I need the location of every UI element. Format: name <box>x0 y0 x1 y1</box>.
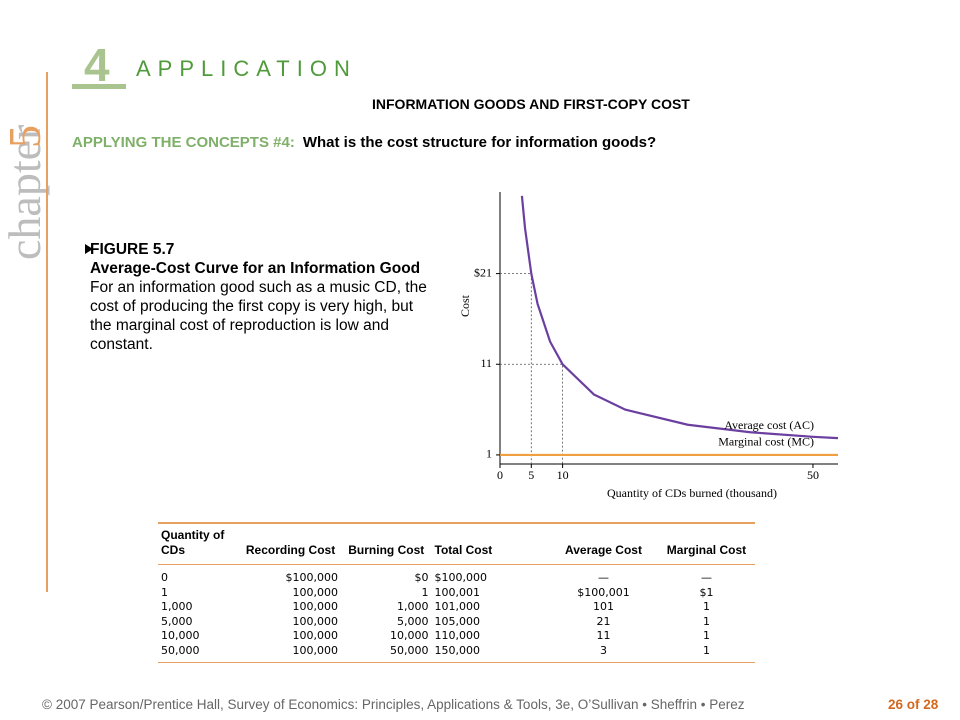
table-cell: 0 <box>161 571 168 584</box>
table-row: 1 100,000 1 100,001 $100,001 $1 <box>158 586 755 601</box>
y-axis-label: Cost <box>458 294 472 317</box>
divider <box>46 72 48 592</box>
table-cell: 1 <box>421 585 429 599</box>
table-row: 1,000 100,000 1,000 101,000 101 1 <box>158 600 755 615</box>
application-label: APPLICATION <box>136 56 357 81</box>
table-header: Quantity of CDs Recording Cost Burning Cos… <box>158 522 755 565</box>
table-row: 5,000 100,000 5,000 105,000 21 1 <box>158 615 755 630</box>
table-cell: 50,000 <box>341 643 432 663</box>
number-underline <box>72 84 126 89</box>
column-header: Quantity of CDs <box>158 522 241 565</box>
chapter-label: chapter <box>0 125 50 260</box>
series-line <box>520 195 839 440</box>
table-cell: 110,000 <box>434 629 481 642</box>
concept: APPLYING THE CONCEPTS #4: What is the cos… <box>72 134 656 151</box>
table-cell: 1,000 <box>397 600 429 613</box>
table-cell: $100,000 <box>285 571 339 584</box>
concept-question: What is the cost structure for informati… <box>302 134 657 151</box>
table-cell: 1 <box>702 600 710 613</box>
table-cell: 100,000 <box>292 614 339 628</box>
table-cell: 100,000 <box>292 585 339 599</box>
table-cell: 11 <box>596 629 611 642</box>
table-cell: 21 <box>596 614 611 628</box>
cost-table: Quantity of CDs Recording Cost Burning Cos… <box>158 522 755 663</box>
table-cell: 3 <box>549 643 658 663</box>
table-cell: 1 <box>161 585 168 599</box>
table-cell: $0 <box>414 571 429 584</box>
table-cell: 100,000 <box>292 629 339 642</box>
x-tick-label: 5 <box>528 468 534 482</box>
column-header: Marginal Cost <box>657 522 755 565</box>
table-cell: 5,000 <box>397 614 429 628</box>
series-label: Average cost (AC) <box>724 418 814 432</box>
guide-line <box>500 273 532 464</box>
table-cell: $1 <box>699 585 714 599</box>
table-cell: 101,000 <box>434 600 481 613</box>
x-tick-label: 50 <box>807 468 819 482</box>
table-cell: 150,000 <box>431 643 550 663</box>
table-row: 0 $100,000 $0 $100,000 — — <box>158 565 755 586</box>
column-header: Recording Cost <box>240 522 341 565</box>
table-cell: 101 <box>592 600 614 613</box>
slide-title: INFORMATION GOODS AND FIRST-COPY COST <box>372 96 690 112</box>
arrow-icon <box>85 244 93 254</box>
figure-caption: FIGURE 5.7 Average-Cost Curve for an Inf… <box>85 240 435 354</box>
table-cell: — <box>700 571 712 584</box>
column-header: Average Cost <box>549 522 658 565</box>
table-row: 50,000 100,000 50,000 150,000 3 1 <box>158 643 755 663</box>
y-tick-label: 1 <box>486 447 492 461</box>
table-cell: 10,000 <box>161 629 200 642</box>
page-number: 26 of 28 <box>888 697 939 712</box>
table-cell: 1 <box>702 614 710 628</box>
figure-title: Average-Cost Curve for an Information Go… <box>90 260 421 277</box>
table-cell: 1 <box>702 629 710 642</box>
chapter-mark: chapter 5 <box>0 125 50 260</box>
chapter-number: 5 <box>0 125 50 148</box>
x-axis-label: Quantity of CDs burned (thousand) <box>607 486 777 500</box>
table-cell: 5,000 <box>161 614 193 628</box>
column-header: Total Cost <box>431 522 550 565</box>
series-label: Marginal cost (MC) <box>718 435 814 449</box>
table-cell: 100,001 <box>434 585 481 599</box>
table-cell: 1,000 <box>161 600 193 613</box>
footer: © 2007 Pearson/Prentice Hall, Survey of … <box>42 697 745 712</box>
table-cell: 105,000 <box>434 614 481 628</box>
x-tick-label: 0 <box>497 468 503 482</box>
y-tick-label: $21 <box>474 265 492 279</box>
figure-text: For an information good such as a music … <box>90 279 427 353</box>
table-cell: $100,001 <box>577 585 630 599</box>
table-row: 10,000 100,000 10,000 110,000 11 1 <box>158 629 755 644</box>
table-cell: 50,000 <box>158 643 241 663</box>
concept-lead: APPLYING THE CONCEPTS #4: <box>72 134 295 151</box>
y-tick-label: 11 <box>480 356 492 370</box>
table-cell: 100,000 <box>240 643 341 663</box>
table-cell: 1 <box>657 643 755 663</box>
table-cell: $100,000 <box>434 571 488 584</box>
table-cell: — <box>597 571 609 584</box>
chart: Cost Quantity of CDs burned (thousand) 1… <box>458 192 839 500</box>
x-tick-label: 10 <box>557 468 569 482</box>
guide-line <box>500 363 563 464</box>
application-number: 4 <box>84 39 110 91</box>
column-header: Burning Cost <box>341 522 432 565</box>
table-cell: 10,000 <box>390 629 429 642</box>
table-cell: 100,000 <box>292 600 339 613</box>
figure-label: FIGURE 5.7 <box>90 241 175 258</box>
